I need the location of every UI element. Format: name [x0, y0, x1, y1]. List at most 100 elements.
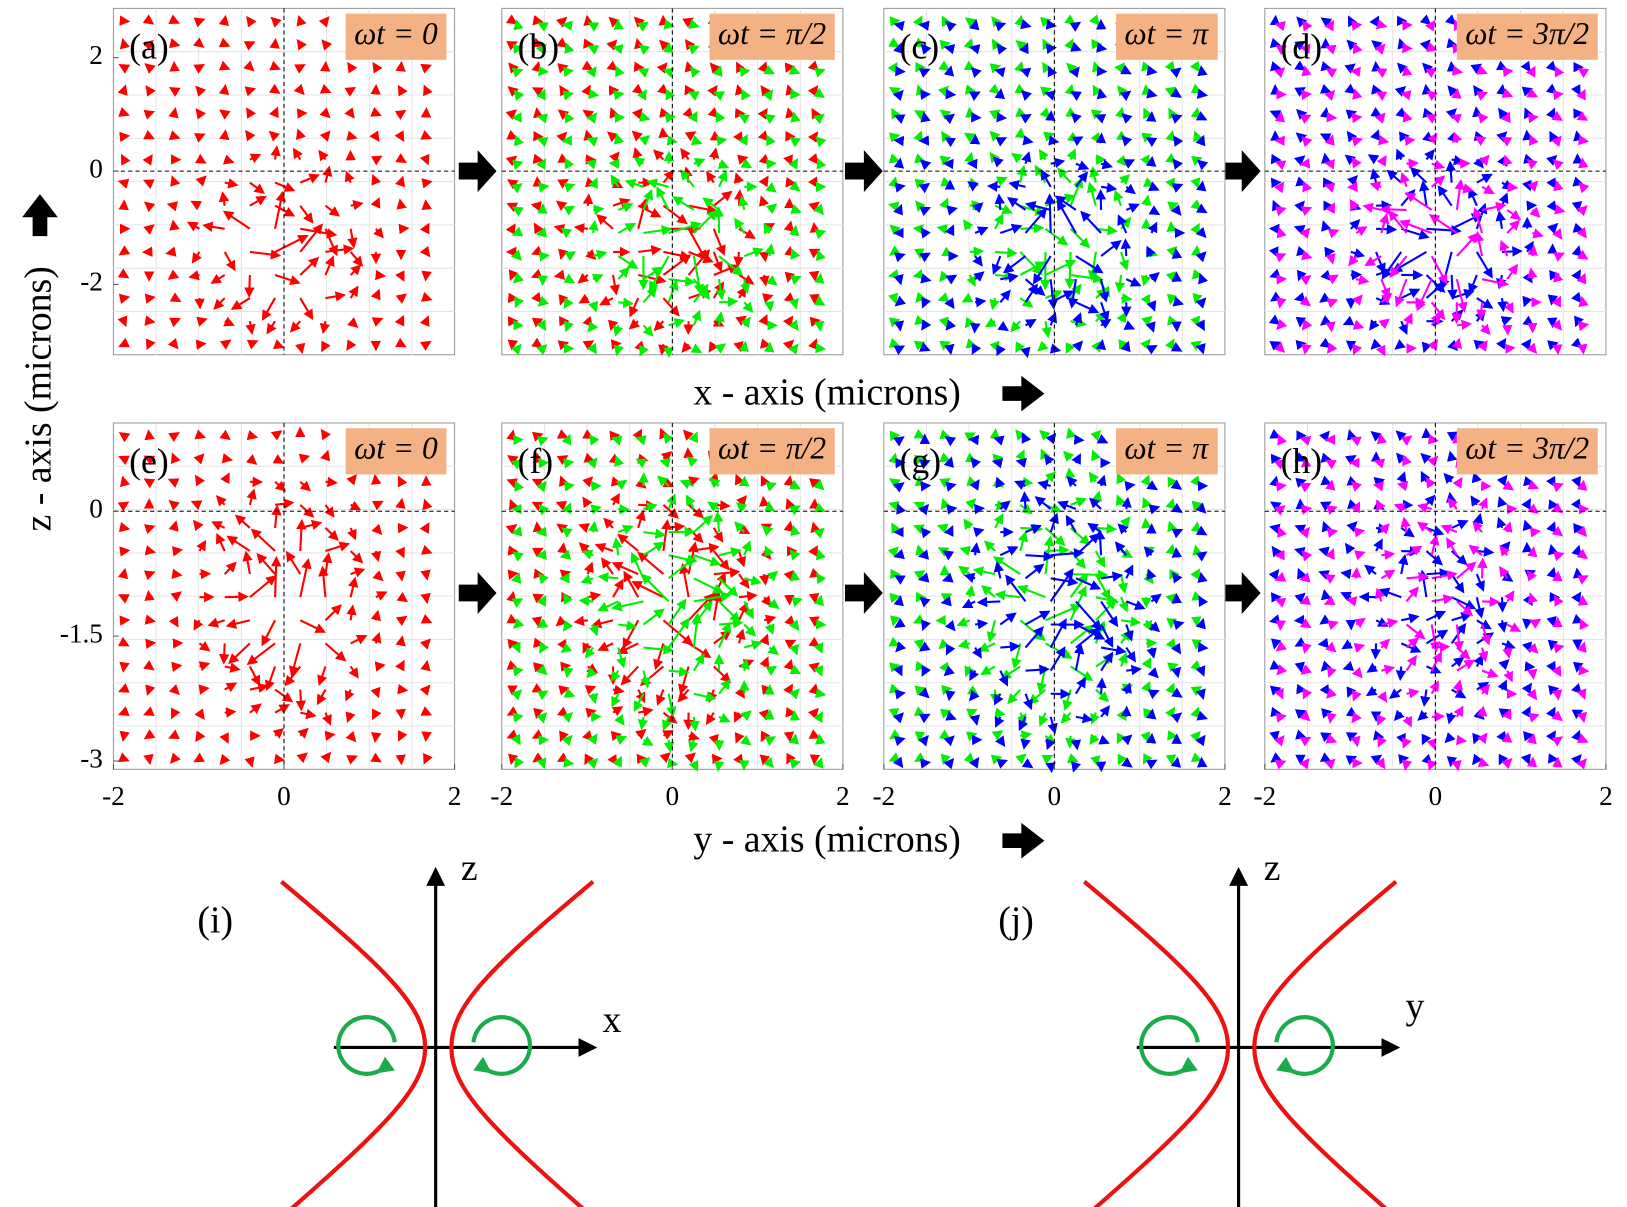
field-arrow — [764, 500, 775, 512]
field-arrow — [783, 475, 794, 487]
field-arrow — [889, 683, 901, 694]
field-arrow — [888, 201, 900, 212]
field-arrow — [1146, 65, 1158, 76]
field-arrow — [918, 20, 930, 31]
field-arrow — [918, 68, 931, 78]
field-arrow — [1117, 85, 1128, 97]
field-arrow — [1065, 735, 1076, 749]
field-arrow — [1090, 755, 1101, 767]
field-arrow — [577, 272, 589, 284]
field-arrow — [1527, 244, 1538, 257]
field-arrow — [944, 224, 955, 237]
annotation: ωt = 0 — [354, 16, 438, 51]
field-arrow — [533, 707, 544, 720]
field-arrow — [893, 320, 905, 332]
field-arrow — [612, 197, 631, 208]
field-arrow — [536, 344, 548, 356]
field-arrow — [396, 198, 407, 210]
field-arrow — [814, 320, 825, 332]
field-arrow — [1326, 712, 1337, 724]
field-arrow — [374, 269, 387, 281]
field-arrow — [274, 235, 309, 253]
field-arrow — [249, 181, 266, 194]
field-arrow — [893, 42, 904, 54]
field-arrow — [608, 151, 620, 163]
field-arrow — [624, 178, 644, 189]
field-arrow — [169, 292, 182, 303]
field-arrow — [734, 84, 746, 96]
field-arrow — [246, 107, 257, 119]
field-arrow — [689, 66, 701, 78]
field-arrow — [536, 137, 549, 147]
field-arrow — [815, 249, 826, 262]
field-arrow — [1166, 293, 1178, 306]
field-arrow — [270, 555, 282, 598]
field-arrow — [1095, 224, 1118, 236]
field-arrow — [687, 110, 698, 123]
field-arrow — [270, 16, 282, 28]
field-arrow — [642, 188, 653, 211]
field-arrow — [591, 273, 604, 284]
field-arrow — [346, 339, 357, 351]
field-arrow — [617, 255, 639, 270]
field-arrow — [1041, 320, 1052, 339]
field-arrow — [943, 456, 954, 468]
field-arrow — [894, 295, 907, 307]
field-arrow — [512, 206, 524, 217]
annotation: ωt = π/2 — [718, 431, 826, 466]
field-arrow — [1168, 107, 1178, 120]
field-arrow — [687, 91, 700, 101]
field-arrow — [193, 17, 206, 28]
field-arrow — [536, 158, 547, 170]
field-arrow — [789, 570, 801, 582]
field-arrow — [615, 65, 625, 78]
field-arrow — [1317, 637, 1329, 649]
field-arrow — [629, 297, 640, 318]
field-arrow — [757, 108, 768, 120]
field-arrow — [1019, 491, 1031, 510]
field-arrow — [1124, 480, 1136, 492]
field-arrow — [1190, 521, 1202, 533]
field-arrow — [117, 268, 130, 279]
field-arrow — [919, 758, 932, 769]
field-arrow — [167, 337, 179, 350]
field-arrow — [815, 135, 827, 148]
field-arrow — [269, 106, 279, 119]
field-arrow — [420, 291, 433, 302]
field-arrow — [1140, 274, 1152, 287]
field-arrow — [889, 592, 901, 604]
field-arrow — [1065, 342, 1076, 354]
field-arrow — [1571, 245, 1582, 257]
field-arrow — [788, 298, 799, 310]
field-arrow — [816, 157, 827, 170]
field-arrow — [1042, 61, 1053, 74]
field-arrow — [814, 687, 827, 699]
field-arrow — [684, 131, 697, 142]
field-arrow — [1553, 179, 1564, 192]
field-arrow — [195, 339, 207, 350]
field-arrow — [587, 45, 600, 55]
field-arrow — [1045, 762, 1056, 774]
field-arrow — [610, 339, 622, 350]
field-arrow — [223, 251, 236, 272]
field-arrow — [609, 107, 620, 119]
field-arrow — [578, 293, 591, 304]
field-arrow — [1551, 689, 1563, 701]
field-arrow — [662, 67, 675, 78]
field-arrow — [789, 136, 801, 148]
field-arrow — [117, 315, 128, 328]
field-arrow — [1523, 475, 1535, 487]
field-arrow — [946, 205, 958, 216]
x-tick-label: 0 — [1048, 781, 1062, 811]
field-arrow — [1165, 497, 1176, 510]
field-arrow — [1295, 729, 1307, 740]
field-arrow — [739, 66, 751, 78]
field-arrow — [1096, 88, 1108, 100]
field-arrow — [1070, 739, 1082, 751]
field-arrow — [191, 251, 202, 264]
field-arrow — [370, 473, 382, 485]
field-arrow — [759, 754, 771, 766]
field-arrow — [814, 67, 826, 78]
field-arrow — [1301, 642, 1312, 655]
